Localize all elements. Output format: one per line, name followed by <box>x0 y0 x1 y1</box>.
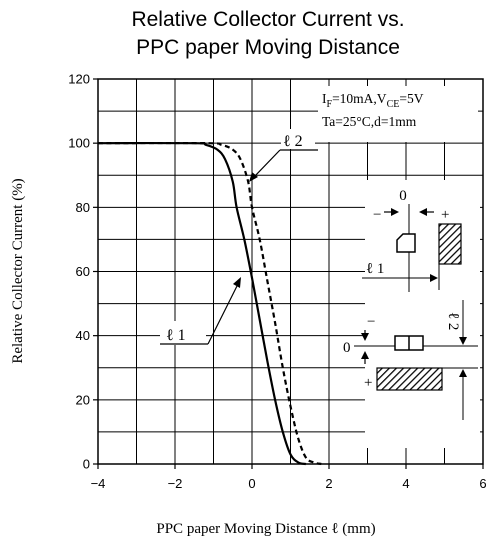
curve-label-l2-bg <box>281 129 315 149</box>
y-tick-label: 120 <box>68 72 90 87</box>
y-tick-label: 80 <box>76 200 90 215</box>
diagram-paper-side <box>376 367 443 391</box>
x-tick-label: −4 <box>91 476 106 491</box>
diagram-paper-top <box>438 223 462 265</box>
curve-label-l1-bg <box>160 321 206 345</box>
conditions-line-1: IF=10mA,VCE=5V <box>322 91 424 110</box>
curve-label-l2-arrowhead <box>249 172 258 182</box>
chart-title-line-2: PPC paper Moving Distance <box>136 36 400 59</box>
measurement-diagram: 0 − + ℓ 1 ℓ 2 − 0 + <box>343 180 480 448</box>
chart-title-line-1: Relative Collector Current vs. <box>131 8 404 31</box>
diagram-side-arrow-up-head <box>361 333 369 341</box>
y-tick-label: 100 <box>68 136 90 151</box>
diagram-arrow-left-head <box>391 208 399 216</box>
y-tick-label: 20 <box>76 392 90 407</box>
diagram-l2-arrow-upper <box>459 337 467 345</box>
conditions-line-2: Ta=25°C,d=1mm <box>322 114 417 129</box>
diagram-arrow-right-head <box>419 208 427 216</box>
diagram-plus-side: + <box>364 375 372 391</box>
diagram-l1-arrowhead <box>430 274 438 282</box>
series-group <box>97 141 322 466</box>
x-tick-label: 6 <box>479 476 486 491</box>
curve-label-l2-leader <box>252 149 281 179</box>
curve-label-l2: ℓ 2 <box>283 133 303 150</box>
y-tick-labels: 0 20 40 60 80 100 120 <box>68 72 98 472</box>
x-tick-label: 0 <box>248 476 255 491</box>
diagram-minus-top: − <box>373 207 381 223</box>
diagram-zero-top: 0 <box>399 188 407 204</box>
diagram-sensor-top <box>396 233 416 253</box>
y-tick-label: 0 <box>83 457 90 472</box>
x-tick-label: −2 <box>168 476 183 491</box>
diagram-l1-label: ℓ 1 <box>366 261 384 277</box>
diagram-l2-label: ℓ 2 <box>445 312 461 330</box>
x-axis-label: PPC paper Moving Distance ℓ (mm) <box>156 521 375 537</box>
curve-label-l1-arrowhead <box>233 277 241 288</box>
y-axis-label: Relative Collector Current (%) <box>10 178 26 363</box>
x-tick-labels: −4 −2 0 2 4 6 <box>91 464 487 491</box>
curve-label-l1: ℓ 1 <box>166 327 186 344</box>
diagram-plus-top: + <box>441 207 449 223</box>
x-tick-label: 4 <box>402 476 409 491</box>
curve-label-l1-leader <box>207 283 239 345</box>
series-line-l2 <box>97 141 322 466</box>
diagram-zero-side: 0 <box>343 340 351 356</box>
diagram-l2-arrow-lower <box>459 369 467 377</box>
series-line-l1 <box>97 141 307 466</box>
x-tick-label: 2 <box>325 476 332 491</box>
diagram-side-arrow-down-head <box>361 351 369 359</box>
y-tick-label: 60 <box>76 264 90 279</box>
y-tick-label: 40 <box>76 328 90 343</box>
diagram-minus-side: − <box>367 314 375 330</box>
conditions-box <box>318 86 478 142</box>
